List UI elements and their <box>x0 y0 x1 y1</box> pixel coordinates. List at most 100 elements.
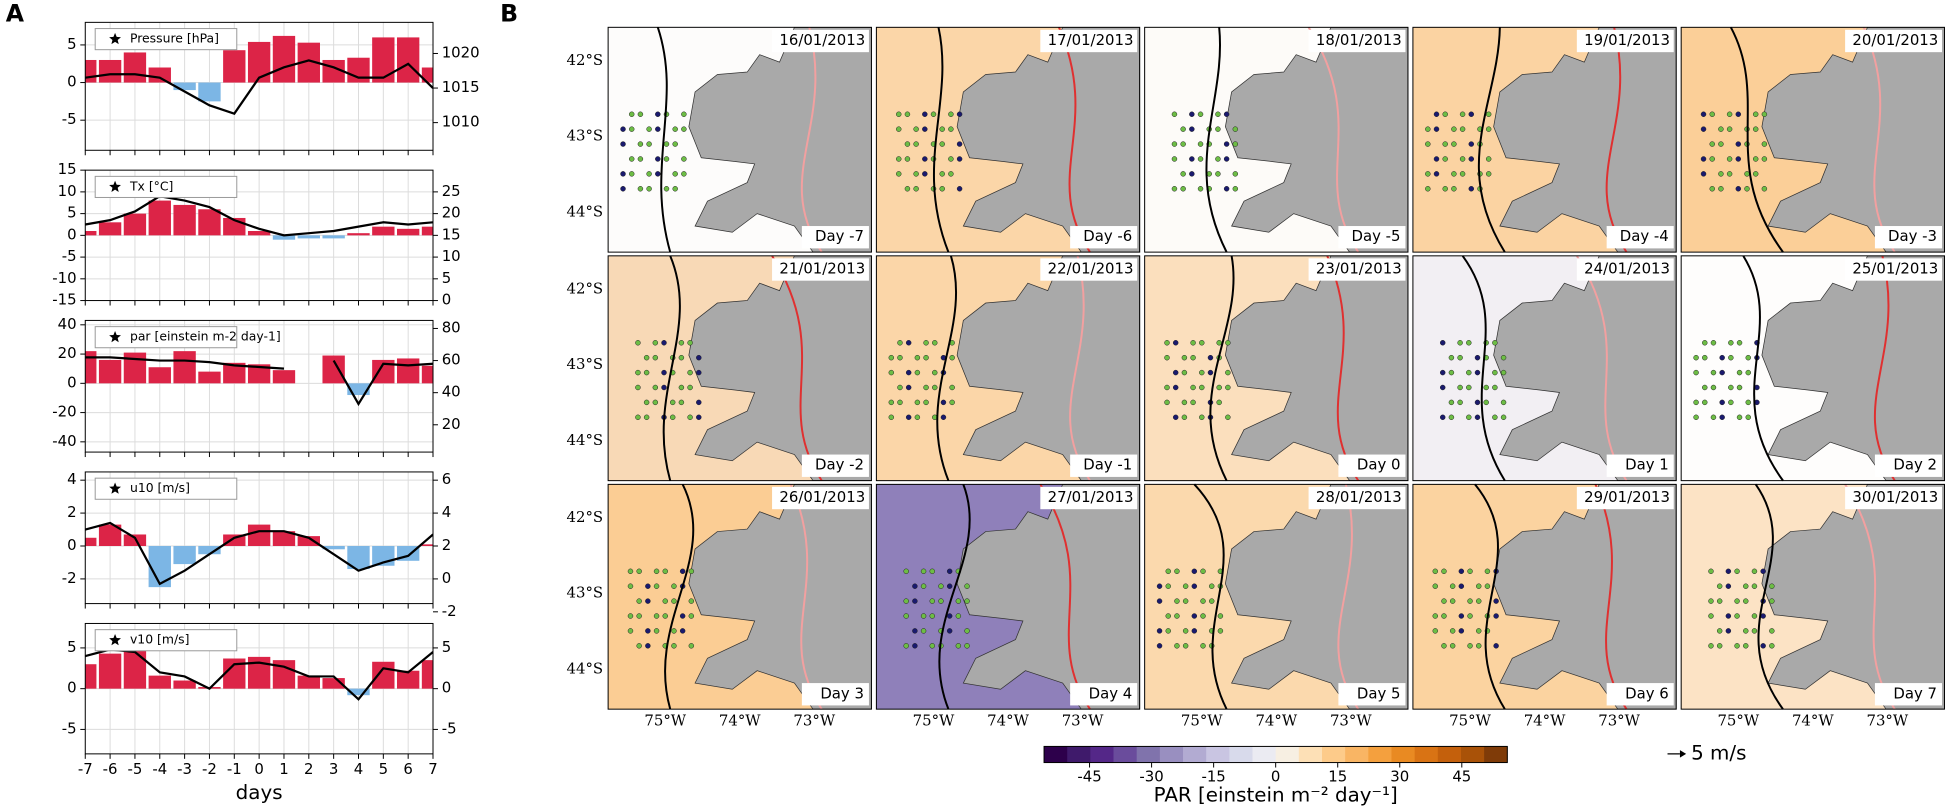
sample-dot <box>1442 186 1448 192</box>
sample-dot <box>1466 414 1472 421</box>
y-tick-label: -15 <box>52 291 76 309</box>
lat-label: 44°S <box>567 202 604 220</box>
sample-dot <box>905 384 912 391</box>
sample-dot <box>1215 156 1221 162</box>
sample-dot <box>1199 340 1205 346</box>
bar <box>148 200 171 236</box>
map-frame <box>875 255 1141 482</box>
lon-label: 73°W <box>793 712 835 730</box>
colorbar-bin <box>1437 746 1462 763</box>
sample-dot <box>1485 126 1492 132</box>
bar <box>347 688 370 696</box>
sample-dot <box>1156 628 1163 634</box>
bar <box>347 383 370 396</box>
sample-dot <box>1232 141 1239 147</box>
map-frame <box>1680 26 1945 253</box>
contour <box>1873 255 1896 482</box>
y-tick-label: 0 <box>67 373 76 391</box>
sample-dot <box>1500 399 1507 406</box>
bar <box>247 524 271 546</box>
sample-dot <box>1476 583 1482 589</box>
sample-dot <box>1728 399 1734 406</box>
sample-dot <box>672 171 678 177</box>
sample-dot <box>1760 613 1766 619</box>
contour <box>1209 255 1235 482</box>
sample-dot <box>1189 156 1195 162</box>
y2-tick-label: -2 <box>442 602 457 620</box>
map-day: Day 3 <box>820 684 864 702</box>
sample-dot <box>1189 111 1195 117</box>
sample-dot <box>913 141 919 147</box>
sample-dot <box>1217 613 1224 619</box>
map-panel: 26/01/2013 Day 3 <box>607 483 872 710</box>
sample-dot <box>1190 354 1196 361</box>
lat-label: 43°S <box>567 127 604 145</box>
sample-dot <box>1718 141 1724 147</box>
map-panel: 18/01/2013 Day -5 <box>1144 26 1409 253</box>
map-panel: 16/01/2013 Day -7 <box>607 26 872 253</box>
sample-dot <box>1432 583 1438 589</box>
sample-dot <box>681 111 687 117</box>
colorbar-bin <box>1090 746 1114 763</box>
bar <box>85 351 97 384</box>
sample-dot <box>1164 384 1170 391</box>
map-day: Day 5 <box>1357 684 1401 702</box>
sample-dot <box>1719 354 1725 361</box>
sample-dot <box>932 369 938 376</box>
sample-dot <box>662 613 668 619</box>
sample-dot <box>672 186 678 192</box>
arrow-head <box>1679 750 1687 758</box>
sample-dot <box>1191 568 1198 575</box>
sample-dot <box>1710 414 1717 421</box>
contour <box>656 27 672 253</box>
bar <box>198 371 221 384</box>
bar <box>372 359 395 384</box>
legend-label: u10 [m/s] <box>130 480 190 495</box>
map-date: 21/01/2013 <box>779 260 865 278</box>
y2-tick-label: 4 <box>442 503 451 521</box>
sample-dot <box>923 399 929 406</box>
sample-dot <box>646 186 652 192</box>
sample-dot <box>637 141 644 147</box>
map-panel: 22/01/2013 Day -1 <box>875 255 1141 482</box>
sample-dot <box>1197 186 1204 192</box>
sample-dot <box>1156 598 1163 604</box>
sample-dot <box>1207 354 1214 361</box>
sample-dot <box>1468 156 1475 162</box>
sample-dot <box>964 643 970 649</box>
sample-dot <box>1752 156 1759 162</box>
sample-dot <box>1223 186 1230 192</box>
map-panel: 24/01/2013 Day 1 <box>1412 255 1677 482</box>
sample-dot <box>1457 384 1463 391</box>
sample-dot <box>964 583 970 589</box>
bar <box>223 50 246 83</box>
sample-dot <box>696 354 702 361</box>
sample-dot <box>1433 171 1440 177</box>
y2-tick-label: 20 <box>442 415 461 433</box>
contour <box>1729 26 1784 253</box>
sample-dot <box>681 156 687 162</box>
y2-tick-label: 1015 <box>442 78 480 96</box>
sample-dot <box>922 156 928 162</box>
day-box <box>801 226 869 249</box>
colorbar-tick-label: 45 <box>1452 767 1471 785</box>
sample-dot <box>903 643 909 649</box>
sample-dot <box>1441 643 1447 649</box>
sample-dot <box>1458 613 1465 619</box>
sample-dot <box>1736 384 1743 391</box>
y2-tick-label: 5 <box>442 638 451 656</box>
contour <box>771 255 823 482</box>
y-tick-label: 4 <box>67 470 76 488</box>
map-frame <box>875 26 1141 253</box>
bar <box>85 664 97 689</box>
contour <box>1461 255 1506 482</box>
axes-frame <box>84 622 434 755</box>
contour <box>1069 255 1091 482</box>
sample-dot <box>1191 613 1198 619</box>
sample-dot <box>687 384 693 391</box>
sample-dot <box>1735 141 1742 147</box>
sample-dot <box>1439 340 1446 346</box>
sample-dot <box>1425 141 1431 147</box>
bar <box>247 364 271 384</box>
sample-dot <box>1734 598 1740 604</box>
